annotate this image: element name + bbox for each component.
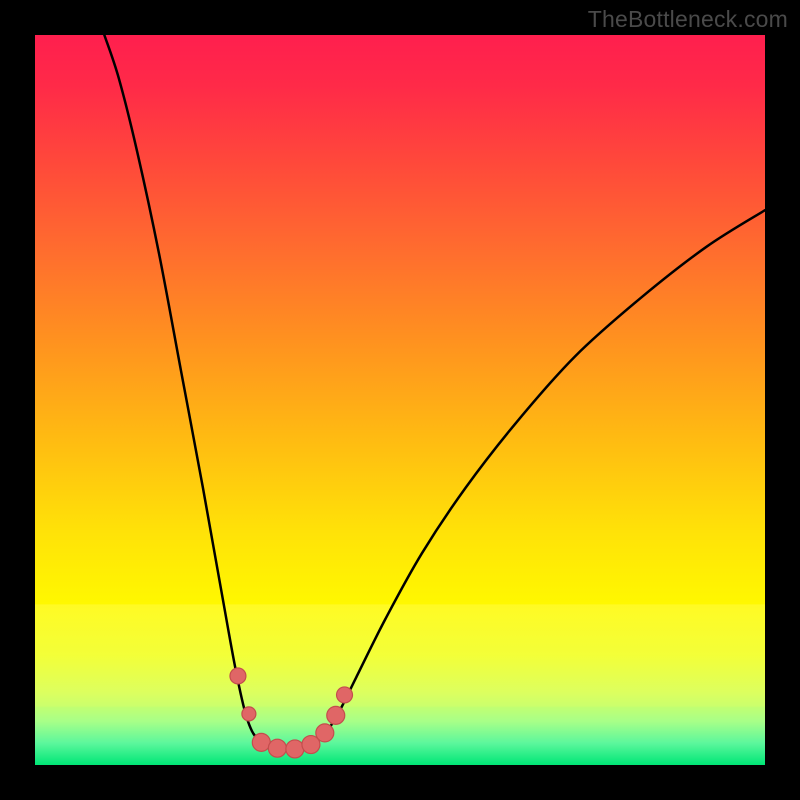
curve-marker bbox=[230, 668, 246, 684]
curve-marker bbox=[337, 687, 353, 703]
curve-marker bbox=[327, 706, 345, 724]
bottleneck-chart bbox=[0, 0, 800, 800]
watermark-text: TheBottleneck.com bbox=[588, 6, 788, 33]
chart-stage: TheBottleneck.com bbox=[0, 0, 800, 800]
curve-marker bbox=[242, 707, 256, 721]
curve-marker bbox=[316, 724, 334, 742]
curve-marker bbox=[252, 733, 270, 751]
curve-marker bbox=[268, 739, 286, 757]
highlight-band bbox=[35, 604, 765, 706]
curve-marker bbox=[286, 740, 304, 758]
